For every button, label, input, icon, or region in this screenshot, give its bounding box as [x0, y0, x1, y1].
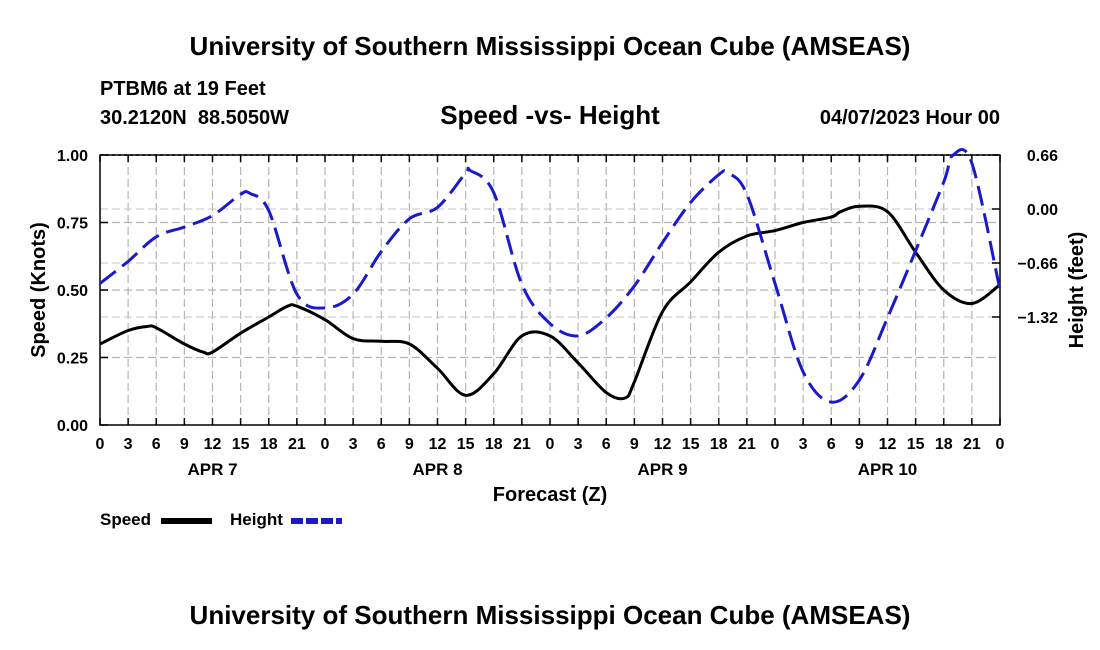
- series-line-height: [99, 147, 1002, 404]
- x-tick-label: 3: [349, 436, 358, 453]
- x-tick-label: 18: [935, 436, 953, 453]
- x-tick-label: 12: [204, 436, 222, 453]
- grid-layer: [100, 154, 1000, 425]
- day-label: APR 8: [412, 460, 462, 479]
- x-tick-label: 12: [654, 436, 672, 453]
- x-tick-label: 12: [879, 436, 897, 453]
- x-tick-label: 0: [996, 436, 1005, 453]
- day-label: APR 7: [187, 460, 237, 479]
- x-tick-label: 21: [963, 436, 981, 453]
- x-tick-label: 0: [546, 436, 555, 453]
- series-line-speed: [99, 204, 1001, 401]
- x-tick-label: 21: [513, 436, 531, 453]
- x-tick-label: 15: [907, 436, 925, 453]
- y-tick-label: 0.25: [57, 351, 88, 368]
- y2-tick-label: −0.66: [1018, 256, 1059, 273]
- x-tick-label: 18: [260, 436, 278, 453]
- x-tick-label: 9: [855, 436, 864, 453]
- x-tick-label: 21: [288, 436, 306, 453]
- x-tick-label: 18: [485, 436, 503, 453]
- day-label: APR 9: [637, 460, 687, 479]
- x-tick-label: 3: [124, 436, 133, 453]
- chart-subtitle: Speed -vs- Height: [440, 100, 660, 130]
- x-tick-label: 6: [827, 436, 836, 453]
- x-tick-label: 6: [152, 436, 161, 453]
- timestamp-label: 04/07/2023 Hour 00: [820, 107, 1000, 129]
- y2-tick-label: −1.32: [1018, 310, 1059, 327]
- x-tick-label: 15: [457, 436, 475, 453]
- y2-tick-label: 0.66: [1027, 148, 1058, 165]
- x-tick-label: 6: [602, 436, 611, 453]
- x-tick-label: 0: [771, 436, 780, 453]
- x-tick-label: 9: [630, 436, 639, 453]
- x-tick-label: 0: [96, 436, 105, 453]
- chart-title: University of Southern Mississippi Ocean…: [190, 31, 911, 61]
- x-tick-label: 0: [321, 436, 330, 453]
- legend-label-height: Height: [230, 510, 283, 529]
- legend: Speed Height: [100, 510, 342, 529]
- coords-label: 30.2120N 88.5050W: [100, 107, 289, 129]
- x-tick-label: 3: [799, 436, 808, 453]
- x-tick-label: 9: [405, 436, 414, 453]
- x-tick-label: 18: [710, 436, 728, 453]
- axis-layer: [99, 154, 1001, 426]
- y-tick-label: 0.00: [57, 418, 88, 435]
- y-tick-label: 0.75: [57, 216, 88, 233]
- y-tick-label: 1.00: [57, 148, 88, 165]
- footer-title: University of Southern Mississippi Ocean…: [190, 600, 911, 630]
- y-tick-label: 0.50: [57, 283, 88, 300]
- series-layer: [99, 147, 1002, 404]
- x-tick-label: 15: [232, 436, 250, 453]
- legend-label-speed: Speed: [100, 510, 151, 529]
- x-tick-label: 21: [738, 436, 756, 453]
- y2-axis-title: Height (feet): [1066, 232, 1088, 349]
- x-tick-label: 6: [377, 436, 386, 453]
- y-axis-title: Speed (Knots): [28, 222, 50, 358]
- y2-tick-label: 0.00: [1027, 202, 1058, 219]
- x-axis-title: Forecast (Z): [493, 484, 607, 506]
- x-tick-label: 9: [180, 436, 189, 453]
- station-label: PTBM6 at 19 Feet: [100, 78, 266, 100]
- tick-label-layer: 0 3 6 9 12 15 18 21 0 3 6 9 12 15 18 21 0 3 6 9 12 15 18 21 0 3 6 9…: [57, 148, 1058, 479]
- x-tick-label: 3: [574, 436, 583, 453]
- day-label: APR 10: [858, 460, 918, 479]
- x-tick-label: 15: [682, 436, 700, 453]
- x-tick-label: 12: [429, 436, 447, 453]
